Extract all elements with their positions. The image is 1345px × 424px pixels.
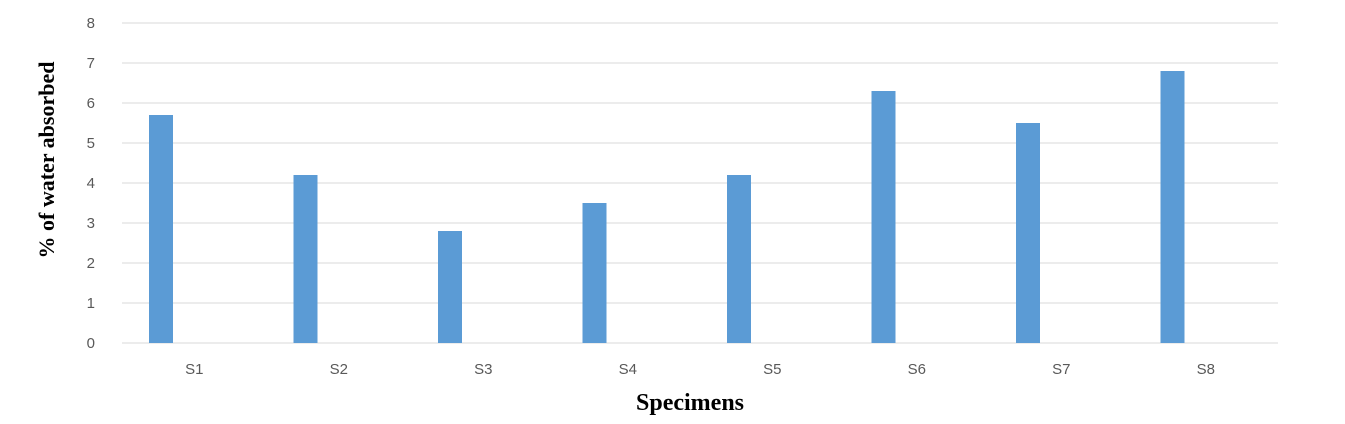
bar-s2: [293, 175, 318, 343]
x-tick-label: S7: [1052, 361, 1070, 378]
y-tick-label: 1: [87, 295, 95, 312]
bar-s1: [149, 115, 173, 343]
y-tick-label: 0: [87, 335, 95, 352]
bar-s6: [871, 91, 896, 343]
bars: [149, 71, 1185, 343]
bar-s3: [438, 231, 462, 343]
y-tick-label: 8: [87, 15, 95, 32]
y-tick-label: 6: [87, 95, 95, 112]
x-tick-label: S3: [474, 361, 492, 378]
bar-s4: [582, 203, 607, 343]
bar-s5: [727, 175, 751, 343]
x-axis-ticks: S1 S2 S3 S4 S5 S6 S7 S8: [185, 361, 1215, 378]
y-axis-title: % of water absorbed: [34, 62, 59, 259]
y-tick-label: 7: [87, 55, 95, 72]
x-tick-label: S1: [185, 361, 203, 378]
x-axis-title: Specimens: [636, 390, 744, 416]
x-tick-label: S2: [330, 361, 348, 378]
x-tick-label: S6: [908, 361, 926, 378]
x-tick-label: S8: [1197, 361, 1215, 378]
x-tick-label: S5: [763, 361, 781, 378]
y-axis-ticks: 0 1 2 3 4 5 6 7 8: [87, 15, 95, 352]
y-tick-label: 4: [87, 175, 95, 192]
bar-s7: [1016, 123, 1040, 343]
x-tick-label: S4: [619, 361, 637, 378]
y-tick-label: 2: [87, 255, 95, 272]
y-tick-label: 3: [87, 215, 95, 232]
bar-s8: [1160, 71, 1185, 343]
y-tick-label: 5: [87, 135, 95, 152]
